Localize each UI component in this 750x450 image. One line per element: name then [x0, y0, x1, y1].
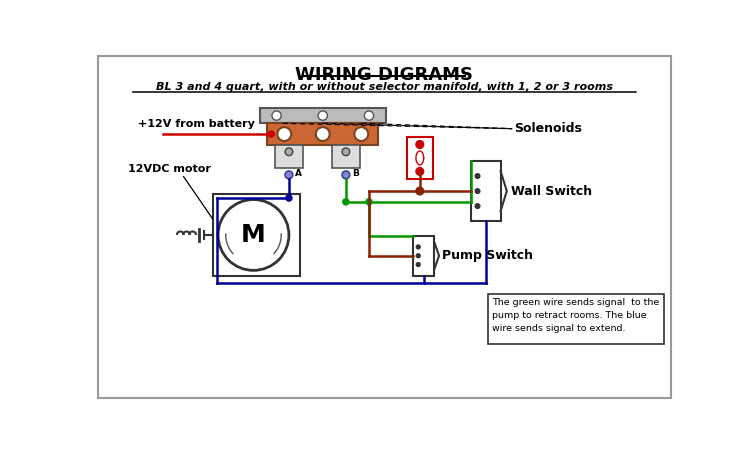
Text: BL 3 and 4 quart, with or without selector manifold, with 1, 2 or 3 rooms: BL 3 and 4 quart, with or without select…: [156, 82, 613, 93]
Text: M: M: [241, 223, 266, 247]
Bar: [413, 236, 434, 276]
Bar: [488, 294, 664, 344]
Bar: [214, 194, 300, 276]
Text: WIRING DIGRAMS: WIRING DIGRAMS: [296, 66, 473, 84]
Circle shape: [416, 254, 420, 258]
Text: +12V from battery: +12V from battery: [138, 119, 255, 130]
Text: 12VDC motor: 12VDC motor: [128, 165, 211, 175]
Circle shape: [343, 199, 349, 205]
Circle shape: [285, 171, 292, 179]
Circle shape: [278, 127, 291, 141]
Text: Wall Switch: Wall Switch: [511, 184, 592, 198]
Circle shape: [364, 111, 374, 120]
Text: Pump Switch: Pump Switch: [442, 249, 533, 262]
Circle shape: [416, 245, 420, 249]
Circle shape: [342, 171, 350, 179]
Circle shape: [366, 199, 372, 205]
Circle shape: [354, 127, 368, 141]
Bar: [270, 123, 284, 128]
Circle shape: [268, 131, 274, 137]
Circle shape: [316, 127, 330, 141]
Bar: [316, 123, 330, 128]
Bar: [267, 123, 378, 145]
Circle shape: [272, 111, 281, 120]
Circle shape: [416, 140, 424, 148]
Text: Solenoids: Solenoids: [514, 122, 581, 135]
Circle shape: [218, 199, 289, 270]
Circle shape: [476, 189, 480, 194]
Circle shape: [416, 167, 424, 176]
Circle shape: [286, 195, 292, 201]
Bar: [332, 145, 360, 168]
Circle shape: [342, 148, 350, 156]
Circle shape: [476, 174, 480, 178]
Circle shape: [318, 111, 328, 120]
Circle shape: [416, 263, 420, 266]
Text: A: A: [295, 169, 302, 178]
Text: The green wire sends signal  to the
pump to retract rooms. The blue
wire sends s: The green wire sends signal to the pump …: [492, 298, 659, 333]
Circle shape: [476, 204, 480, 208]
Circle shape: [285, 148, 292, 156]
Bar: [260, 108, 386, 123]
Text: B: B: [352, 169, 359, 178]
Bar: [472, 161, 501, 221]
Bar: [275, 145, 303, 168]
Bar: [362, 123, 376, 128]
Circle shape: [417, 142, 423, 148]
Bar: [407, 137, 433, 179]
Circle shape: [416, 187, 424, 195]
